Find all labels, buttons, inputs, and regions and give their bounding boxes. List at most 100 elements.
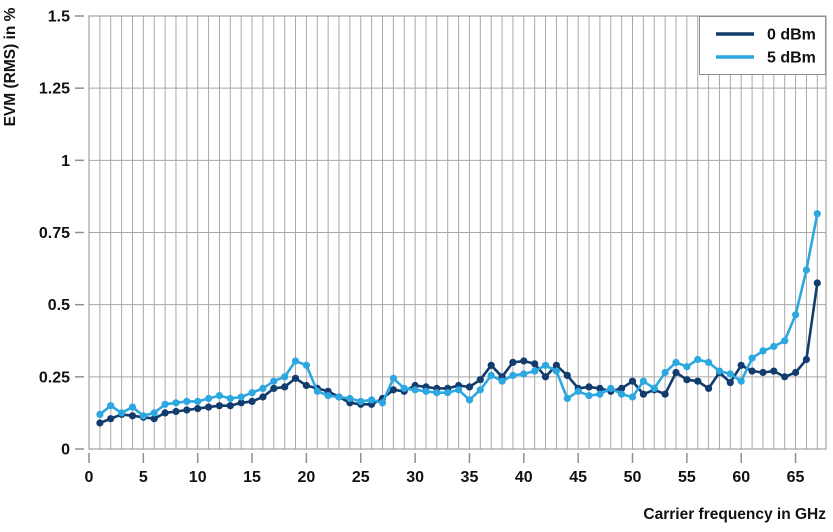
data-point-5-dbm [705,358,713,366]
data-point-0-dbm [661,390,669,398]
data-point-5-dbm [281,373,289,381]
data-point-5-dbm [118,409,126,417]
data-point-5-dbm [444,389,452,397]
data-point-5-dbm [161,400,169,408]
data-point-0-dbm [781,373,789,381]
data-point-0-dbm [476,376,484,384]
data-point-0-dbm [248,397,256,405]
data-point-5-dbm [215,392,223,400]
data-point-0-dbm [585,383,593,391]
x-tick-label: 25 [352,469,370,486]
data-point-5-dbm [650,384,658,392]
x-tick-label: 55 [678,469,696,486]
legend-label-0dbm: 0 dBm [767,27,816,44]
y-tick-label: 1.25 [39,81,70,98]
y-axis-title: EVM (RMS) in % [2,7,19,126]
data-point-5-dbm [759,347,767,355]
data-point-0-dbm [302,381,310,390]
data-point-0-dbm [737,361,745,369]
data-point-0-dbm [802,355,811,364]
data-point-0-dbm [205,403,213,411]
data-point-5-dbm [357,397,365,405]
data-point-0-dbm [291,374,300,382]
data-point-0-dbm [259,393,267,401]
x-tick-label: 0 [85,469,94,486]
data-point-0-dbm [465,383,474,391]
data-point-0-dbm [96,419,104,427]
data-point-0-dbm [194,405,202,413]
data-point-5-dbm [302,361,310,369]
data-point-5-dbm [498,377,506,385]
data-point-5-dbm [291,357,300,365]
data-point-5-dbm [411,386,419,394]
data-point-0-dbm [770,367,778,375]
data-point-0-dbm [531,360,539,368]
series-layer [96,210,821,427]
data-point-0-dbm [563,371,571,379]
data-point-5-dbm [465,396,474,404]
data-point-5-dbm [596,390,604,398]
data-point-0-dbm [726,379,734,387]
data-point-5-dbm [628,393,637,401]
x-tick-label: 35 [461,469,479,486]
data-point-5-dbm [455,386,463,394]
y-tick-label: 1.5 [48,9,70,26]
y-tick-label: 0 [61,442,70,459]
data-point-5-dbm [335,393,343,401]
data-point-5-dbm [607,384,615,392]
data-point-5-dbm [96,410,104,418]
data-point-0-dbm [237,399,245,407]
x-tick-label: 20 [298,469,316,486]
data-point-5-dbm [128,403,137,411]
data-point-0-dbm [107,415,115,423]
data-point-5-dbm [107,402,115,410]
data-point-5-dbm [487,371,495,379]
legend-label-5dbm: 5 dBm [767,50,816,67]
data-point-5-dbm [737,377,745,385]
data-point-5-dbm [618,390,626,398]
data-point-0-dbm [281,383,289,391]
data-point-5-dbm [433,389,441,397]
data-point-0-dbm [541,373,550,381]
legend-box [699,16,826,75]
x-tick-label: 65 [787,469,805,486]
data-point-5-dbm [661,368,669,377]
legend: 0 dBm 5 dBm [699,16,826,75]
x-tick-label: 15 [243,469,261,486]
x-tick-label: 30 [406,469,424,486]
data-point-5-dbm [672,358,680,366]
data-point-5-dbm [792,311,800,319]
plot-border [88,15,827,450]
data-point-5-dbm [694,355,702,364]
data-point-0-dbm [628,377,637,385]
data-point-5-dbm [683,363,691,371]
data-point-5-dbm [802,266,811,274]
data-point-5-dbm [813,210,821,218]
data-point-5-dbm [194,397,202,405]
data-point-5-dbm [476,386,484,394]
data-point-0-dbm [520,357,528,365]
data-point-5-dbm [715,367,724,375]
data-point-0-dbm [618,384,626,392]
tick-layer: 0 5 10 15 20 25 30 35 40 45 50 55 60 65 0 0.25 0.5 0.75 1 1… [39,9,805,487]
data-point-5-dbm [422,387,430,395]
data-point-0-dbm [792,368,800,377]
data-point-5-dbm [552,367,561,375]
data-point-5-dbm [541,361,550,369]
data-point-5-dbm [389,374,397,382]
data-point-0-dbm [226,402,234,410]
y-tick-label: 1 [61,153,70,170]
data-point-5-dbm [150,409,158,417]
data-point-5-dbm [237,393,245,401]
data-point-0-dbm [748,367,756,375]
x-tick-label: 45 [569,469,587,486]
data-point-5-dbm [509,371,517,379]
data-point-0-dbm [509,358,517,366]
data-point-5-dbm [563,394,571,403]
data-point-0-dbm [389,386,397,394]
data-point-5-dbm [183,397,191,405]
data-point-5-dbm [259,384,267,392]
data-point-0-dbm [705,384,713,392]
